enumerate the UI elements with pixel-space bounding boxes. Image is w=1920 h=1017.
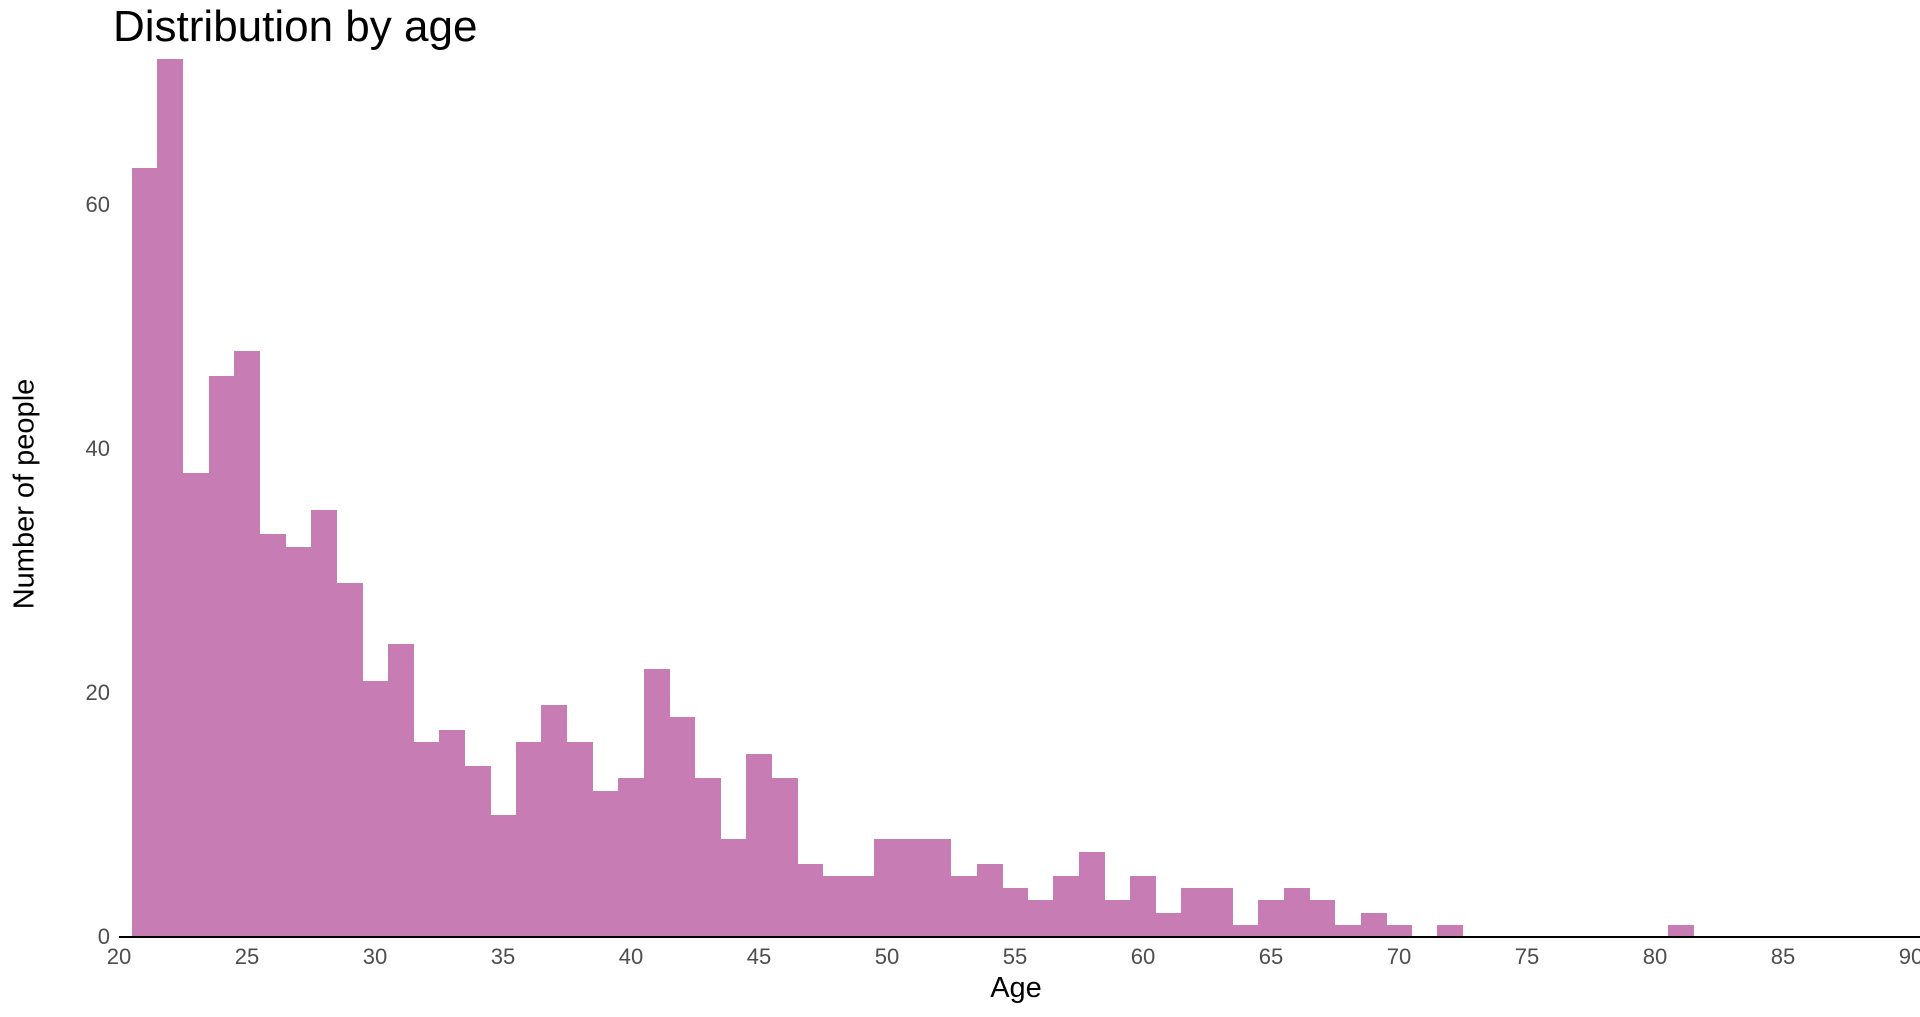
histogram-bar [1027, 900, 1054, 937]
histogram-bar [131, 168, 158, 937]
histogram-bar [874, 839, 901, 937]
x-tick-label: 30 [362, 944, 388, 969]
histogram-bar [1232, 924, 1259, 937]
histogram-bar [464, 766, 491, 937]
histogram-bar [285, 546, 312, 937]
x-tick-label: 85 [1770, 944, 1796, 969]
histogram-bar [183, 473, 209, 937]
histogram-bar [1386, 924, 1413, 937]
y-tick-label: 60 [85, 192, 110, 217]
histogram-bar [1258, 900, 1285, 937]
x-tick-label: 65 [1258, 944, 1284, 969]
histogram-bar [1130, 876, 1157, 937]
histogram-bar [311, 510, 337, 937]
histogram-bar [567, 741, 593, 937]
histogram-bar [925, 839, 952, 937]
x-tick-label: 25 [234, 944, 260, 969]
histogram-bar [746, 754, 773, 937]
histogram-bar [490, 815, 517, 937]
histogram-bar [1667, 924, 1694, 937]
histogram-bar [1053, 876, 1080, 937]
histogram-bar [848, 876, 875, 937]
x-tick-label: 60 [1130, 944, 1156, 969]
histogram-bar [695, 778, 721, 937]
histogram-bar [1207, 888, 1233, 937]
histogram-bar [1437, 924, 1464, 937]
x-tick-label: 90 [1898, 944, 1920, 969]
histogram-bar [336, 583, 363, 937]
x-tick-label: 80 [1642, 944, 1668, 969]
y-tick-label: 0 [97, 924, 110, 949]
histogram-bar [951, 876, 977, 937]
histogram-bar [823, 876, 849, 937]
histogram-bar [541, 705, 568, 937]
histogram-bar [1104, 900, 1131, 937]
x-tick-label: 50 [874, 944, 900, 969]
histogram-bar [1283, 888, 1310, 937]
histogram-bar [669, 717, 696, 937]
histogram-bar [797, 863, 824, 937]
x-tick-label: 75 [1514, 944, 1540, 969]
histogram-bar [157, 58, 184, 937]
histogram-bar [439, 729, 465, 937]
y-axis-label: Number of people [8, 378, 41, 610]
histogram-bar [362, 680, 389, 937]
histogram-bar [592, 790, 619, 937]
histogram-bar [1309, 900, 1336, 937]
histogram-bar [1079, 851, 1105, 937]
y-tick-label: 40 [85, 436, 110, 461]
histogram-bar [976, 863, 1003, 937]
x-tick-label: 20 [106, 944, 132, 969]
chart-title: Distribution by age [113, 2, 478, 51]
x-tick-label: 45 [746, 944, 772, 969]
x-tick-label: 55 [1002, 944, 1028, 969]
histogram-bar [1335, 924, 1361, 937]
histogram-bar [208, 375, 235, 937]
y-tick-label: 20 [85, 680, 110, 705]
histogram-bar [771, 778, 798, 937]
histogram-bar [899, 839, 926, 937]
histogram-bar [1002, 888, 1029, 937]
histogram-bar [643, 668, 670, 937]
x-tick-label: 70 [1386, 944, 1412, 969]
x-axis-line [119, 936, 1920, 938]
histogram-bar [1360, 912, 1387, 937]
histogram-bar [413, 741, 440, 937]
histogram-bar [1155, 912, 1182, 937]
x-tick-label: 40 [618, 944, 644, 969]
histogram-bar [1181, 888, 1208, 937]
histogram-bar [234, 351, 261, 937]
x-tick-label: 35 [490, 944, 516, 969]
x-axis-label: Age [990, 972, 1042, 1004]
histogram-bar [387, 644, 414, 937]
histogram-bar [618, 778, 645, 937]
histogram-bar [259, 534, 286, 937]
histogram-bar [720, 839, 747, 937]
histogram-bar [515, 741, 542, 937]
